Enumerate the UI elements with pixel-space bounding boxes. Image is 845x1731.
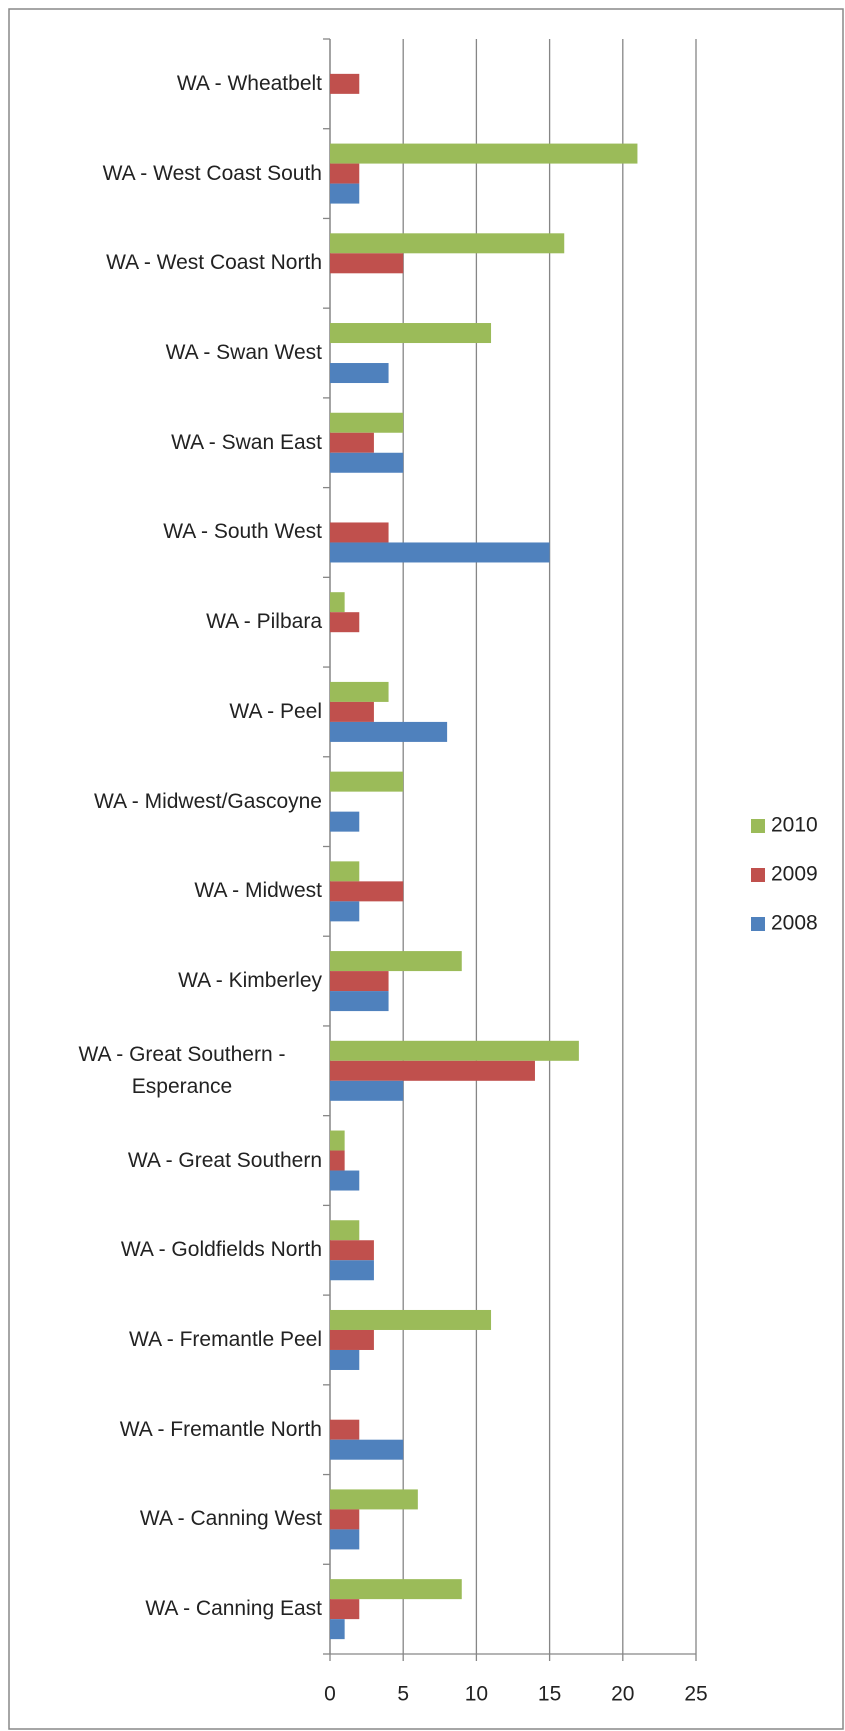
bar xyxy=(330,1309,492,1330)
bar xyxy=(330,1599,360,1620)
category-label-box: WA - Canning East xyxy=(22,1564,322,1654)
bar xyxy=(330,183,360,204)
bar xyxy=(330,592,345,613)
bar xyxy=(330,721,448,742)
category-label-box: WA - Fremantle Peel xyxy=(22,1295,322,1385)
category-label-box: WA - Great Southern xyxy=(22,1116,322,1206)
y-tick-label: WA - West Coast South xyxy=(102,161,322,185)
legend-swatch xyxy=(751,819,765,833)
category-label-box: WA - Fremantle North xyxy=(22,1385,322,1475)
category-label-box: WA - Canning West xyxy=(22,1474,322,1564)
category-label-box: WA - Kimberley xyxy=(22,936,322,1026)
y-tick-label: WA - South West xyxy=(163,520,322,544)
y-tick-label: WA - Swan West xyxy=(165,341,322,365)
y-tick-label: WA - West Coast North xyxy=(106,251,322,275)
y-tick-label: WA - Great Southern xyxy=(127,1148,322,1172)
chart-border xyxy=(8,8,844,1730)
category-label-box: WA - Great Southern - Esperance xyxy=(22,1026,322,1116)
bar xyxy=(330,1529,360,1550)
category-label-box: WA - West Coast South xyxy=(22,129,322,219)
y-tick-label: WA - Swan East xyxy=(171,430,322,454)
bar xyxy=(330,233,565,254)
bar xyxy=(330,542,550,563)
bar xyxy=(330,951,462,972)
bar xyxy=(330,701,374,722)
bar xyxy=(330,323,492,344)
y-tick-label: WA - Midwest xyxy=(194,879,322,903)
bar xyxy=(330,452,404,473)
legend-label: 2009 xyxy=(771,863,818,886)
bar xyxy=(330,1349,360,1370)
bar xyxy=(330,1260,374,1281)
bar xyxy=(330,1130,345,1151)
category-label-box: WA - West Coast North xyxy=(22,218,322,308)
category-label-box: WA - Pilbara xyxy=(22,577,322,667)
bar xyxy=(330,253,404,274)
bar xyxy=(330,432,374,453)
y-tick-label: WA - Peel xyxy=(229,699,322,723)
bar xyxy=(330,612,360,633)
bar xyxy=(330,363,389,384)
y-tick-label: WA - Great Southern - Esperance xyxy=(78,1042,286,1098)
bar xyxy=(330,681,389,702)
y-tick-label: WA - Wheatbelt xyxy=(176,71,322,95)
bar xyxy=(330,861,360,882)
category-label-box: WA - Midwest/Gascoyne xyxy=(22,757,322,847)
x-tick-label: 10 xyxy=(465,1683,488,1706)
category-label-box: WA - Swan East xyxy=(22,398,322,488)
legend-swatch xyxy=(751,917,765,931)
category-label-box: WA - Goldfields North xyxy=(22,1205,322,1295)
bar xyxy=(330,412,404,433)
x-tick-label: 15 xyxy=(538,1683,561,1706)
bar xyxy=(330,143,638,164)
y-tick-label: WA - Goldfields North xyxy=(120,1238,322,1262)
bar xyxy=(330,1439,404,1460)
category-label-box: WA - Peel xyxy=(22,667,322,757)
bar xyxy=(330,1220,360,1241)
bar xyxy=(330,1240,374,1261)
category-label-box: WA - South West xyxy=(22,487,322,577)
bar xyxy=(330,163,360,184)
bar xyxy=(330,1060,535,1081)
x-tick-label: 20 xyxy=(611,1683,634,1706)
bar xyxy=(330,1040,579,1061)
bar xyxy=(330,1489,418,1510)
bar xyxy=(330,971,389,992)
category-label-box: WA - Midwest xyxy=(22,846,322,936)
y-tick-label: WA - Midwest/Gascoyne xyxy=(94,789,322,813)
bar xyxy=(330,1619,345,1640)
bar xyxy=(330,811,360,832)
legend-swatch xyxy=(751,868,765,882)
bar xyxy=(330,73,360,94)
bar xyxy=(330,1579,462,1600)
bar xyxy=(330,1170,360,1191)
category-label-box: WA - Wheatbelt xyxy=(22,39,322,129)
bar xyxy=(330,771,404,792)
y-tick-label: WA - Canning West xyxy=(139,1507,322,1531)
bar xyxy=(330,1150,345,1171)
y-tick-label: WA - Canning East xyxy=(145,1597,322,1621)
bar xyxy=(330,991,389,1012)
bar xyxy=(330,1080,404,1101)
category-label-box: WA - Swan West xyxy=(22,308,322,398)
y-tick-label: WA - Kimberley xyxy=(178,969,322,993)
bar xyxy=(330,901,360,922)
bar xyxy=(330,881,404,902)
bar xyxy=(330,1419,360,1440)
legend-label: 2008 xyxy=(771,912,818,935)
bar xyxy=(330,1509,360,1530)
x-tick-label: 0 xyxy=(324,1683,336,1706)
bar xyxy=(330,522,389,543)
y-tick-label: WA - Fremantle Peel xyxy=(129,1327,322,1351)
y-tick-label: WA - Fremantle North xyxy=(119,1417,322,1441)
y-tick-label: WA - Pilbara xyxy=(206,610,322,634)
legend-label: 2010 xyxy=(771,814,818,837)
x-tick-label: 25 xyxy=(684,1683,707,1706)
x-tick-label: 5 xyxy=(397,1683,409,1706)
bar xyxy=(330,1329,374,1350)
